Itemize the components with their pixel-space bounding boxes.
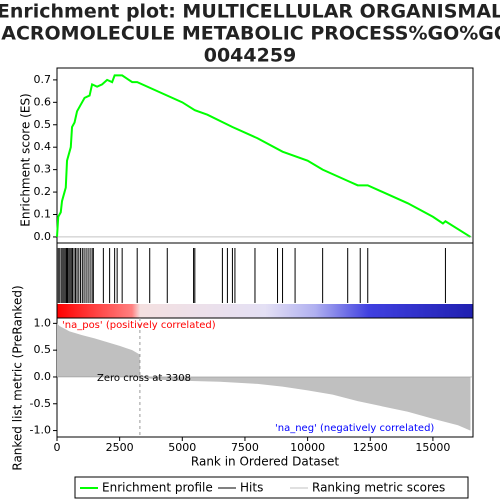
x-axis-label: Rank in Ordered Dataset (191, 455, 339, 469)
x-tick-label: 2500 (106, 441, 134, 454)
annotation: 'na_pos' (positively correlated) (62, 320, 216, 331)
y2-axis-label: Ranked list metric (PreRanked) (11, 285, 25, 470)
color-bar (57, 304, 473, 318)
x-tick-label: 12500 (353, 441, 388, 454)
x-tick-label: 15000 (415, 441, 450, 454)
y-tick-label: 0.0 (34, 230, 52, 243)
x-tick-label: 0 (54, 441, 61, 454)
enrichment-profile (56, 74, 472, 238)
y-tick-label: 0.3 (34, 163, 52, 176)
x-tick-label: 5000 (168, 441, 196, 454)
y2-tick-label: 0.0 (34, 370, 52, 383)
title-line: 0044259 (204, 45, 297, 67)
legend-label: Enrichment profile (102, 481, 213, 495)
y-tick-label: 0.4 (34, 140, 52, 153)
title-line: MACROMOLECULE METABOLIC PROCESS%GO%GO: (0, 23, 500, 45)
y-tick-label: 0.1 (34, 208, 52, 221)
y-axis-label: Enrichment score (ES) (19, 93, 33, 226)
x-tick-label: 7500 (231, 441, 259, 454)
legend-label: Ranking metric scores (312, 481, 445, 495)
y-tick-label: 0.7 (34, 73, 52, 86)
y2-tick-label: -1.0 (30, 424, 51, 437)
annotation: Zero cross at 3308 (97, 373, 191, 384)
x-tick-label: 10000 (290, 441, 325, 454)
y-tick-label: 0.2 (34, 185, 52, 198)
y-tick-label: 0.5 (34, 118, 52, 131)
legend-label: Hits (240, 481, 263, 495)
y2-tick-label: -0.5 (30, 397, 51, 410)
annotation: 'na_neg' (negatively correlated) (275, 423, 434, 434)
title-line: Enrichment plot: MULTICELLULAR ORGANISMA… (0, 1, 500, 23)
y-tick-label: 0.6 (34, 95, 52, 108)
metric-frame (56, 317, 474, 438)
y2-tick-label: 1.0 (34, 316, 52, 329)
legend (74, 476, 469, 499)
es-frame (56, 67, 474, 244)
y2-tick-label: 0.5 (34, 343, 52, 356)
